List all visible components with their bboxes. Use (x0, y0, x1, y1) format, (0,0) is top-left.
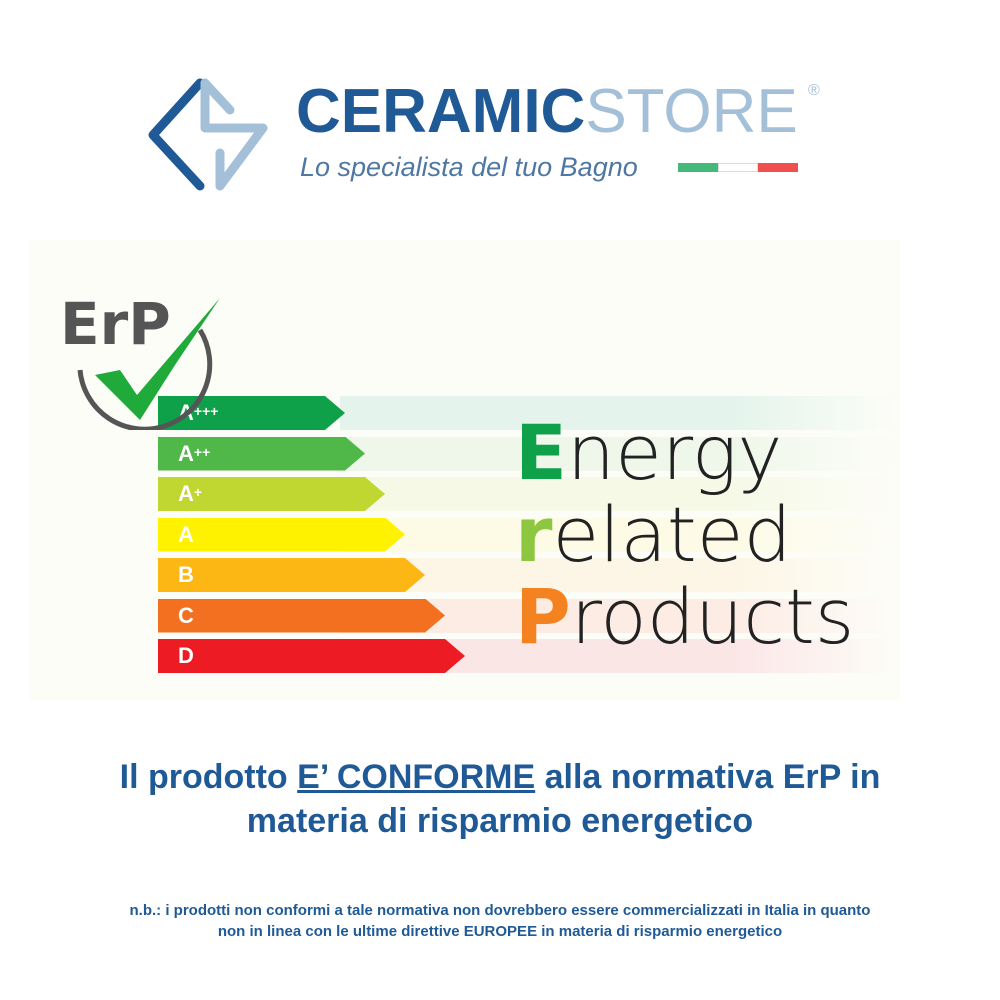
energy-class-bar: B (158, 558, 425, 592)
class-stripe (340, 477, 900, 511)
energy-class-label: A+ (178, 481, 203, 506)
class-stripe (340, 517, 900, 552)
erp-check-badge-icon (77, 298, 220, 430)
class-stripe (340, 558, 900, 592)
conformity-statement: Il prodotto E’ CONFORME alla normativa E… (119, 758, 881, 840)
energy-class-label: B (178, 562, 194, 587)
footnote: n.b.: i prodotti non conformi a tale nor… (129, 902, 871, 940)
energy-class-bar: A (158, 517, 405, 552)
class-stripe (340, 396, 900, 430)
energy-class-bar: C (158, 598, 445, 633)
erp-word-products: Products (515, 572, 855, 661)
energy-class-label: C (178, 602, 194, 628)
energy-class-bar: A+ (158, 477, 385, 511)
erp-title: Energy related Products (515, 412, 854, 658)
erp-badge-text: ErP (60, 290, 171, 358)
ceramicstore-logo-icon (148, 78, 268, 191)
checkmark-icon (95, 298, 220, 420)
energy-class-bar: D (158, 639, 465, 673)
flag-red (758, 163, 798, 172)
flag-green (678, 163, 718, 172)
brand-name: CERAMICSTORE (296, 77, 798, 146)
energy-class-label: A (178, 521, 194, 547)
energy-class-bar: A++ (158, 436, 365, 471)
erp-word-energy: Energy (515, 408, 783, 497)
registered-mark: ® (808, 82, 820, 99)
tagline: Lo specialista del tuo Bagno (300, 152, 638, 182)
erp-word-related: related (515, 490, 792, 579)
flag-white (718, 163, 758, 172)
class-stripe (340, 436, 900, 471)
energy-class-label: A++ (178, 440, 211, 466)
energy-class-label: D (178, 643, 194, 668)
